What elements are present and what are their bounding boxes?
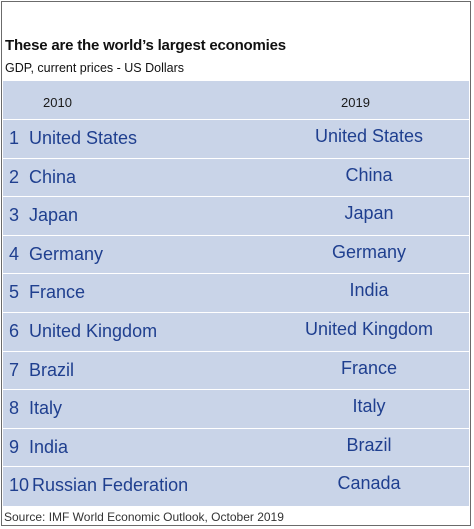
rank-number: 7 xyxy=(9,359,20,380)
table-row: 4 Germany Germany xyxy=(3,234,469,273)
country-2019: United Kingdom xyxy=(304,319,434,339)
row-divider xyxy=(3,119,469,120)
country-2010: Japan xyxy=(29,205,79,226)
source-note: Source: IMF World Economic Outlook, Octo… xyxy=(4,510,284,524)
country-2010: China xyxy=(29,166,77,187)
rank-number: 2 xyxy=(9,166,20,187)
row-divider xyxy=(3,312,469,313)
country-2010: United States xyxy=(29,128,138,148)
row-divider xyxy=(3,273,469,275)
country-2019: India xyxy=(349,280,389,301)
rank-number: 5 xyxy=(9,282,20,303)
row-divider xyxy=(3,350,469,352)
table-row: 6 United Kingdom United Kingdom xyxy=(3,312,469,350)
country-2019: Canada xyxy=(337,473,401,494)
country-2010: India xyxy=(29,436,69,457)
country-2019: Italy xyxy=(352,396,386,417)
country-2010: Germany xyxy=(29,243,104,264)
country-2019: Japan xyxy=(344,203,394,224)
country-2019: Brazil xyxy=(346,434,392,455)
country-2010: Italy xyxy=(29,398,63,419)
table-row: 9 India Brazil xyxy=(3,427,469,466)
country-2010: France xyxy=(29,282,86,303)
row-divider xyxy=(3,466,469,468)
table-row: 7 Brazil France xyxy=(3,350,469,389)
column-header-2010: 2010 xyxy=(43,95,72,110)
rank-number: 9 xyxy=(9,436,20,457)
country-2019: Germany xyxy=(331,241,407,262)
ranking-table: 2010 2019 1 United States United States 2 Ch… xyxy=(3,81,469,506)
rank-number: 6 xyxy=(9,321,20,341)
rank-number: 10 xyxy=(9,475,30,496)
country-2019: France xyxy=(340,357,398,378)
row-divider xyxy=(3,427,469,429)
table-row: 1 United States United States xyxy=(3,119,469,157)
table-row: 8 Italy Italy xyxy=(3,389,469,427)
row-divider xyxy=(3,157,469,159)
country-2019: China xyxy=(345,164,393,185)
chart-title: These are the world’s largest economies xyxy=(5,37,286,54)
row-divider xyxy=(3,389,469,391)
rank-number: 1 xyxy=(9,128,20,148)
rank-number: 8 xyxy=(9,398,20,419)
country-2010: Brazil xyxy=(29,359,75,380)
country-2010: United Kingdom xyxy=(29,321,158,341)
table-row: 3 Japan Japan xyxy=(3,196,469,234)
country-2010: Russian Federation xyxy=(32,475,189,496)
rank-number: 3 xyxy=(9,205,20,226)
country-2019: United States xyxy=(314,126,424,146)
table-row: 2 China China xyxy=(3,157,469,196)
table-row: 5 France India xyxy=(3,273,469,311)
row-divider xyxy=(3,196,469,198)
table-row: 10 Russian Federation Canada xyxy=(3,466,469,504)
row-divider xyxy=(3,234,469,236)
chart-subtitle: GDP, current prices - US Dollars xyxy=(5,61,184,75)
rank-number: 4 xyxy=(9,243,20,264)
column-header-2019: 2019 xyxy=(341,95,370,110)
